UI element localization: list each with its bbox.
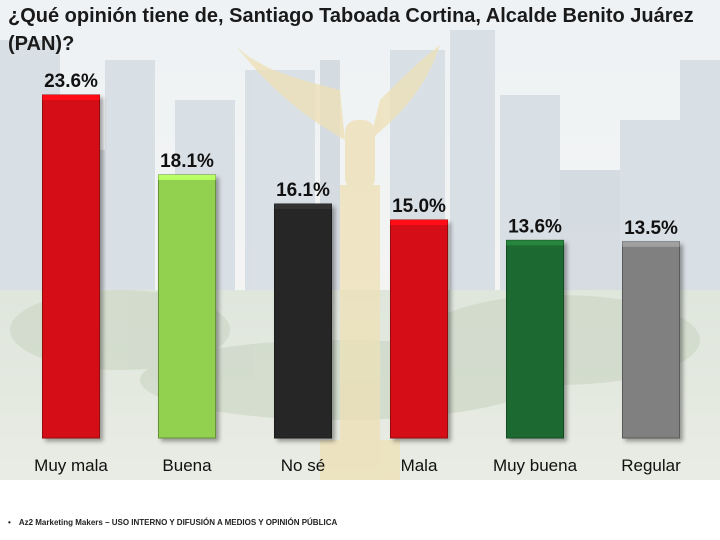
category-label-no-s-: No sé (281, 456, 325, 475)
value-label-muy-mala: 23.6% (44, 71, 98, 92)
bar-chart: 23.6% 18.1% 16.1% 15.0% 13.6% 13.5% Muy mala B… (34, 71, 681, 475)
bar-mala (390, 219, 448, 439)
value-label-mala: 15.0% (392, 196, 446, 217)
bar-muy-mala (42, 94, 100, 439)
value-label-no-s-: 16.1% (276, 180, 330, 201)
bar-rect-muy-mala (42, 94, 100, 439)
footer-note: • Az2 Marketing Makers – USO INTERNO Y DI… (8, 518, 337, 527)
bar-top-regular (622, 241, 680, 247)
bar-top-buena (158, 174, 216, 180)
bar-rect-no-s- (274, 203, 332, 439)
bar-muy-buena (506, 239, 564, 439)
bar-rect-regular (622, 241, 680, 439)
category-label-muy-buena: Muy buena (493, 456, 578, 475)
footer-text: Az2 Marketing Makers – USO INTERNO Y DIF… (18, 518, 338, 527)
bar-top-no-s- (274, 204, 332, 210)
value-label-regular: 13.5% (624, 218, 678, 239)
category-label-muy-mala: Muy mala (34, 456, 108, 475)
category-label-buena: Buena (162, 456, 212, 475)
bar-rect-mala (390, 219, 448, 439)
bar-rect-buena (158, 174, 216, 439)
value-label-buena: 18.1% (160, 151, 214, 172)
footer-bullet: • (8, 518, 11, 527)
bar-no-s- (274, 203, 332, 439)
category-label-regular: Regular (621, 456, 681, 475)
bar-top-muy-buena (506, 240, 564, 246)
bar-rect-muy-buena (506, 239, 564, 439)
value-label-muy-buena: 13.6% (508, 216, 562, 237)
bar-top-mala (390, 219, 448, 225)
bar-buena (158, 174, 216, 439)
category-label-mala: Mala (401, 456, 438, 475)
bar-top-muy-mala (42, 95, 100, 100)
chart-title: ¿Qué opinión tiene de, Santiago Taboada … (8, 5, 694, 55)
bar-regular (622, 241, 680, 439)
